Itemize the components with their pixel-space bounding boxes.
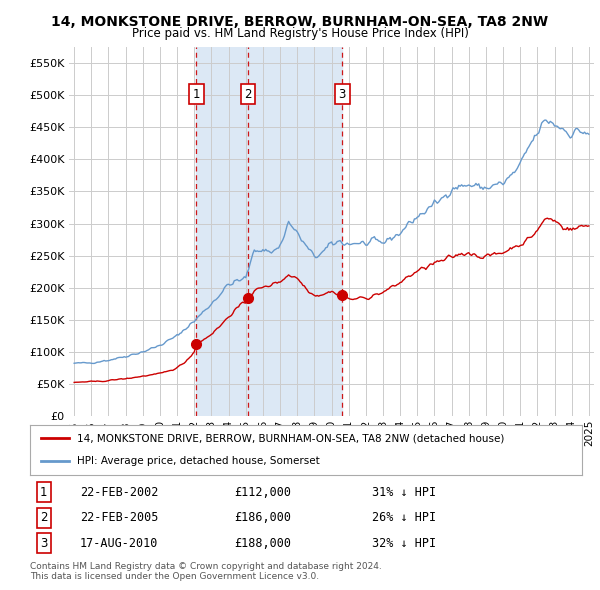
Bar bbox=[196, 47, 248, 416]
Text: £188,000: £188,000 bbox=[234, 537, 291, 550]
Text: 17-AUG-2010: 17-AUG-2010 bbox=[80, 537, 158, 550]
Text: 26% ↓ HPI: 26% ↓ HPI bbox=[372, 511, 436, 525]
Text: Contains HM Land Registry data © Crown copyright and database right 2024.
This d: Contains HM Land Registry data © Crown c… bbox=[30, 562, 382, 581]
Text: Price paid vs. HM Land Registry's House Price Index (HPI): Price paid vs. HM Land Registry's House … bbox=[131, 27, 469, 40]
Text: 22-FEB-2005: 22-FEB-2005 bbox=[80, 511, 158, 525]
Text: 3: 3 bbox=[40, 537, 47, 550]
Text: 1: 1 bbox=[40, 486, 47, 499]
Text: 3: 3 bbox=[338, 87, 346, 100]
Text: 1: 1 bbox=[193, 87, 200, 100]
Text: 32% ↓ HPI: 32% ↓ HPI bbox=[372, 537, 436, 550]
Text: 22-FEB-2002: 22-FEB-2002 bbox=[80, 486, 158, 499]
Text: £186,000: £186,000 bbox=[234, 511, 291, 525]
Text: 2: 2 bbox=[244, 87, 251, 100]
Text: 31% ↓ HPI: 31% ↓ HPI bbox=[372, 486, 436, 499]
Text: 14, MONKSTONE DRIVE, BERROW, BURNHAM-ON-SEA, TA8 2NW (detached house): 14, MONKSTONE DRIVE, BERROW, BURNHAM-ON-… bbox=[77, 433, 504, 443]
Bar bbox=[248, 47, 343, 416]
Text: £112,000: £112,000 bbox=[234, 486, 291, 499]
Text: 2: 2 bbox=[40, 511, 47, 525]
Text: 14, MONKSTONE DRIVE, BERROW, BURNHAM-ON-SEA, TA8 2NW: 14, MONKSTONE DRIVE, BERROW, BURNHAM-ON-… bbox=[52, 15, 548, 29]
Text: HPI: Average price, detached house, Somerset: HPI: Average price, detached house, Some… bbox=[77, 457, 320, 467]
